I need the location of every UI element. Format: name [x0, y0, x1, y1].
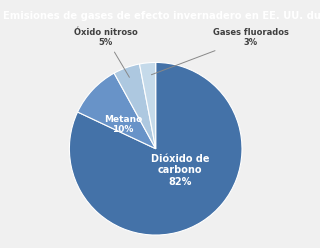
Wedge shape [69, 62, 242, 235]
Wedge shape [140, 62, 156, 149]
Text: Metano
10%: Metano 10% [104, 115, 142, 134]
Wedge shape [114, 64, 156, 149]
Text: Dióxido de
carbono
82%: Dióxido de carbono 82% [151, 154, 209, 187]
Text: Emisiones de gases de efecto invernadero en EE. UU. durante 2017: Emisiones de gases de efecto invernadero… [3, 11, 320, 21]
Text: Óxido nitroso
5%: Óxido nitroso 5% [74, 28, 138, 77]
Wedge shape [77, 73, 156, 149]
Text: Gases fluorados
3%: Gases fluorados 3% [151, 28, 289, 75]
